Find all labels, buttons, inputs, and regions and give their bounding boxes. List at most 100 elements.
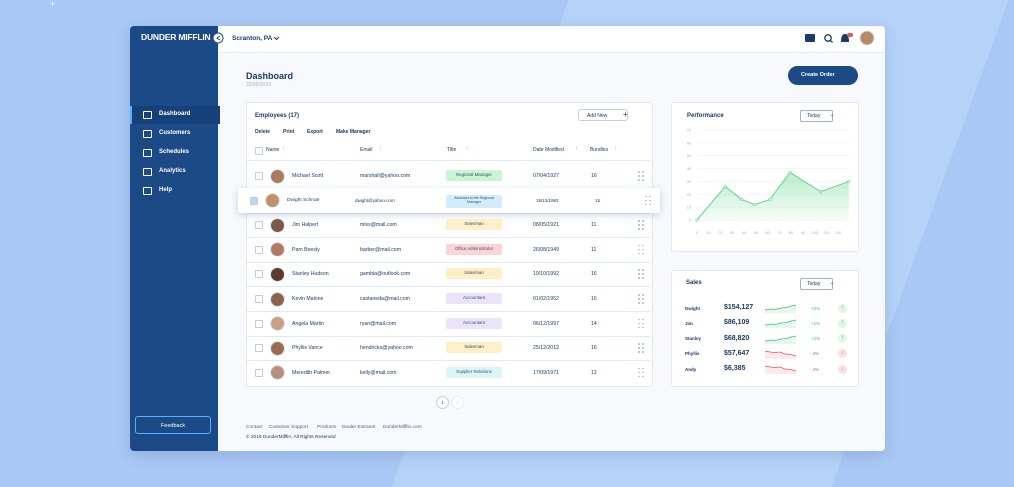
checkbox[interactable]: [255, 172, 263, 180]
row-divider: [247, 286, 650, 288]
footer-link[interactable]: DunderMifflin.com: [383, 425, 422, 430]
date-modified: 19/12/1983: [536, 197, 559, 203]
performance-title: Performance: [687, 113, 724, 119]
nav-item[interactable]: Analytics: [159, 168, 186, 174]
sales-change: -4%: [811, 366, 820, 372]
nav-item[interactable]: Schedules: [159, 149, 190, 155]
filter-dropdown[interactable]: Today ⌄: [800, 110, 834, 122]
row-divider: [247, 212, 650, 214]
employee-name: Pam Beesly: [292, 246, 320, 253]
sales-change: +2%: [811, 336, 821, 342]
column-header[interactable]: Bundles: [590, 147, 609, 153]
drag-handle-dot: [638, 179, 640, 181]
nav-icon: [143, 168, 152, 176]
location[interactable]: Scranton, PA: [232, 35, 273, 42]
action-link[interactable]: Export: [307, 129, 323, 135]
checkbox[interactable]: [255, 368, 263, 377]
point: [847, 179, 851, 183]
page-button[interactable]: 1: [436, 396, 449, 409]
bundles: 16: [591, 173, 597, 179]
create-order-button[interactable]: Create Order: [788, 66, 858, 85]
x-tick-label: 120: [835, 231, 841, 235]
column-header[interactable]: Name: [266, 147, 280, 153]
sort-arrow: ↓: [378, 145, 382, 151]
plus-icon: +: [623, 110, 628, 119]
sort-arrow: ↓: [465, 145, 469, 151]
checkbox[interactable]: [255, 295, 263, 303]
bundles: 16: [591, 296, 597, 302]
drag-handle-dot: [638, 375, 640, 378]
drag-handle-dot: [645, 195, 647, 198]
action-link[interactable]: Delete: [255, 129, 271, 135]
action-link[interactable]: Print: [283, 129, 295, 135]
footer-link[interactable]: Customer Support: [269, 425, 308, 430]
date-modified: 26/08/1949: [533, 246, 559, 253]
trend-icon: ↑: [838, 334, 847, 344]
drag-handle-dot: [642, 252, 644, 255]
x-tick-label: 90: [801, 231, 805, 235]
nav-item[interactable]: Help: [159, 187, 173, 193]
y-tick-label: 30: [687, 180, 691, 184]
employee-email: dwight@yahoo.com: [355, 197, 395, 203]
checkbox[interactable]: [255, 270, 263, 279]
column-header[interactable]: Date Modified: [533, 147, 564, 153]
y-tick-label: 20: [687, 193, 691, 197]
graphic: [764, 350, 797, 359]
sparkline-fill: [765, 320, 796, 329]
sparkline-fill: [765, 366, 796, 375]
drag-handle-dot: [642, 277, 644, 279]
footer-link[interactable]: Products: [317, 425, 336, 430]
drag-handle-dot: [638, 298, 640, 300]
checkbox[interactable]: [255, 344, 263, 353]
row-divider: [247, 360, 650, 362]
sales-change: -4%: [811, 351, 820, 357]
date-modified: 07/04/1927: [533, 173, 559, 179]
drag-handle-dot: [642, 347, 644, 349]
sales-name: Phyllis: [685, 351, 700, 357]
filter-dropdown[interactable]: Today ⌄: [800, 278, 834, 290]
footer-link[interactable]: Contact: [246, 425, 263, 430]
date-modified: 25/12/2012: [533, 345, 559, 352]
title-tag: Salesman: [446, 268, 502, 280]
checkbox[interactable]: [255, 245, 263, 254]
title-tag: Office Administrator: [446, 243, 502, 255]
sales-name: Jim: [685, 320, 693, 326]
action-link[interactable]: Make Manager: [336, 129, 371, 135]
nav-active: [130, 106, 220, 124]
date-modified: 06/12/1997: [533, 320, 559, 327]
column-header[interactable]: Title: [447, 147, 457, 153]
sparkline: [764, 365, 797, 372]
header-divider: [247, 160, 650, 161]
column-header[interactable]: Email: [360, 147, 373, 153]
employee-email: castaneda@mail.com: [360, 296, 410, 302]
x-tick-label: 0: [696, 231, 698, 235]
sales-amount: $86,109: [724, 319, 750, 327]
point: [788, 170, 792, 174]
trend-icon: ↓: [838, 349, 847, 359]
y-tick-label: 50: [687, 154, 691, 158]
date-modified: 08/05/1921: [533, 222, 559, 229]
add-new-button[interactable]: Add New +: [578, 109, 628, 121]
checkbox[interactable]: [255, 221, 263, 230]
sales-change: +2%: [811, 305, 821, 311]
x-tick-label: 10: [707, 231, 711, 235]
drag-handle-dot: [642, 175, 644, 177]
sparkline: [764, 319, 797, 326]
page-title: Dashboard: [246, 71, 294, 81]
x-tick-label: 50: [754, 231, 758, 235]
drag-handle-dot: [638, 371, 640, 374]
checkbox[interactable]: [255, 147, 263, 155]
bundles: 11: [591, 246, 597, 253]
employee-name: Kevin Malone: [292, 296, 324, 302]
page-button[interactable]: 2: [451, 396, 464, 409]
checkbox[interactable]: [255, 319, 263, 328]
sales-change: +1%: [811, 320, 821, 326]
checkbox[interactable]: [250, 196, 258, 205]
footer-link[interactable]: Dealer Extranet: [342, 425, 376, 430]
nav-item[interactable]: Dashboard: [159, 111, 191, 117]
avatar: [270, 291, 285, 307]
nav-item[interactable]: Customers: [159, 130, 191, 136]
x-tick-label: 70: [777, 231, 781, 235]
feedback-button[interactable]: Feedback: [135, 416, 211, 434]
drag-handle-dot: [642, 220, 644, 222]
